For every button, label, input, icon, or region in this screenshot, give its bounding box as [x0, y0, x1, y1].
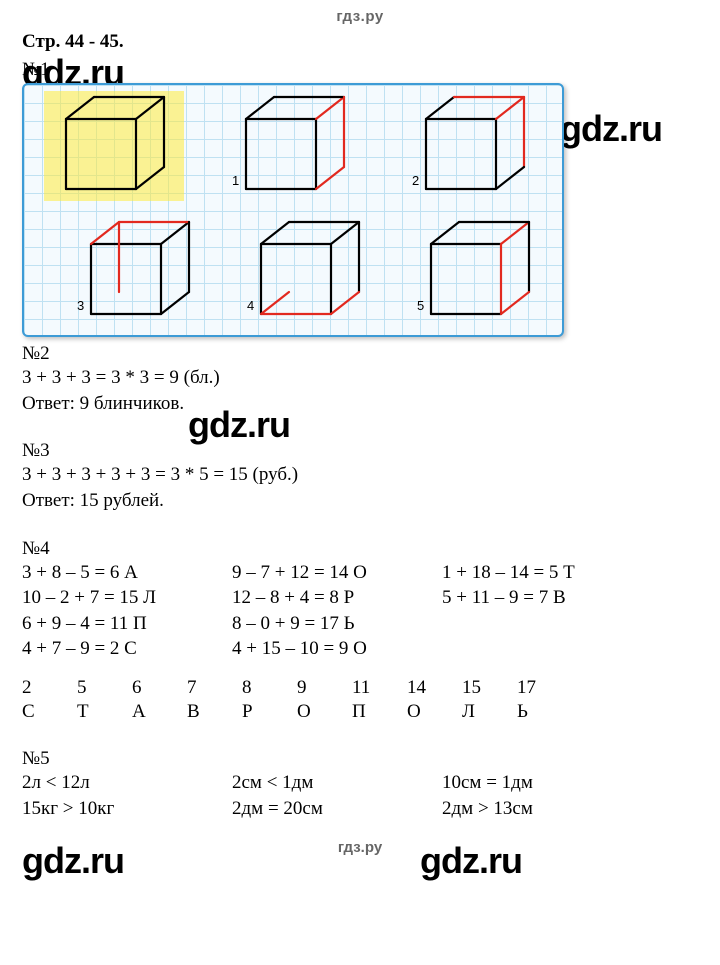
- problem-3-line: 3 + 3 + 3 + 3 + 3 = 3 * 5 = 15 (руб.): [22, 462, 698, 488]
- problem-4-table: 25678911141517СТАВРОПОЛЬ: [22, 676, 698, 724]
- cube: [429, 220, 531, 316]
- problem-1-label: №1: [22, 59, 698, 81]
- cube: [259, 220, 361, 316]
- page-title: Стр. 44 - 45.: [22, 31, 698, 53]
- equation-cell: 4 + 15 – 10 = 9 О: [232, 636, 442, 662]
- comparison-cell: 2дм = 20см: [232, 796, 442, 822]
- table-letter: П: [352, 700, 407, 724]
- cube: [244, 95, 346, 191]
- equation-cell: [442, 611, 652, 637]
- equation-cell: 5 + 11 – 9 = 7 В: [442, 585, 652, 611]
- equation-cell: 9 – 7 + 12 = 14 О: [232, 560, 442, 586]
- table-letter: Л: [462, 700, 517, 724]
- problem-4-grid: 3 + 8 – 5 = 6 А9 – 7 + 12 = 14 О1 + 18 –…: [22, 560, 698, 663]
- table-letter: О: [407, 700, 462, 724]
- site-footer: гдз.ру: [22, 839, 698, 856]
- cube-number: 5: [417, 298, 424, 313]
- equation-cell: 10 – 2 + 7 = 15 Л: [22, 585, 232, 611]
- comparison-cell: 2дм > 13см: [442, 796, 652, 822]
- problem-3-label: №3: [22, 440, 698, 462]
- problem-5-grid: 2л < 12л2см < 1дм10см = 1дм15кг > 10кг2д…: [22, 770, 698, 821]
- table-num: 8: [242, 676, 297, 700]
- comparison-cell: 2см < 1дм: [232, 770, 442, 796]
- problem-4-label: №4: [22, 538, 698, 560]
- comparison-cell: 10см = 1дм: [442, 770, 652, 796]
- equation-cell: 3 + 8 – 5 = 6 А: [22, 560, 232, 586]
- table-num: 6: [132, 676, 187, 700]
- cube-number: 2: [412, 173, 419, 188]
- problem-2-answer: Ответ: 9 блинчиков.: [22, 391, 698, 417]
- problem-2-line: 3 + 3 + 3 = 3 * 3 = 9 (бл.): [22, 365, 698, 391]
- table-letter: В: [187, 700, 242, 724]
- comparison-cell: 15кг > 10кг: [22, 796, 232, 822]
- table-letter: А: [132, 700, 187, 724]
- table-num: 7: [187, 676, 242, 700]
- table-num: 14: [407, 676, 462, 700]
- equation-cell: 1 + 18 – 14 = 5 Т: [442, 560, 652, 586]
- equation-cell: [442, 636, 652, 662]
- cubes-figure: 1 2 3 4 5: [22, 83, 564, 337]
- equation-cell: 6 + 9 – 4 = 11 П: [22, 611, 232, 637]
- table-letter: Т: [77, 700, 132, 724]
- site-header: гдз.ру: [22, 8, 698, 25]
- equation-cell: 12 – 8 + 4 = 8 Р: [232, 585, 442, 611]
- page: гдз.ру Стр. 44 - 45. gdz.rugdz.rugdz.rug…: [0, 0, 720, 876]
- equation-cell: 4 + 7 – 9 = 2 С: [22, 636, 232, 662]
- cube-number: 4: [247, 298, 254, 313]
- table-letter: С: [22, 700, 77, 724]
- table-letter: О: [297, 700, 352, 724]
- table-num: 9: [297, 676, 352, 700]
- equation-cell: 8 – 0 + 9 = 17 Ь: [232, 611, 442, 637]
- table-num: 15: [462, 676, 517, 700]
- problem-5-label: №5: [22, 748, 698, 770]
- table-letter: Ь: [517, 700, 572, 724]
- table-num: 2: [22, 676, 77, 700]
- table-num: 5: [77, 676, 132, 700]
- comparison-cell: 2л < 12л: [22, 770, 232, 796]
- table-num: 17: [517, 676, 572, 700]
- cube: [424, 95, 526, 191]
- cube: [64, 95, 166, 191]
- cube: [89, 220, 191, 316]
- cube-number: 3: [77, 298, 84, 313]
- problem-2-label: №2: [22, 343, 698, 365]
- cube-number: 1: [232, 173, 239, 188]
- problem-3-answer: Ответ: 15 рублей.: [22, 488, 698, 514]
- watermark: gdz.ru: [560, 108, 662, 150]
- table-letter: Р: [242, 700, 297, 724]
- table-num: 11: [352, 676, 407, 700]
